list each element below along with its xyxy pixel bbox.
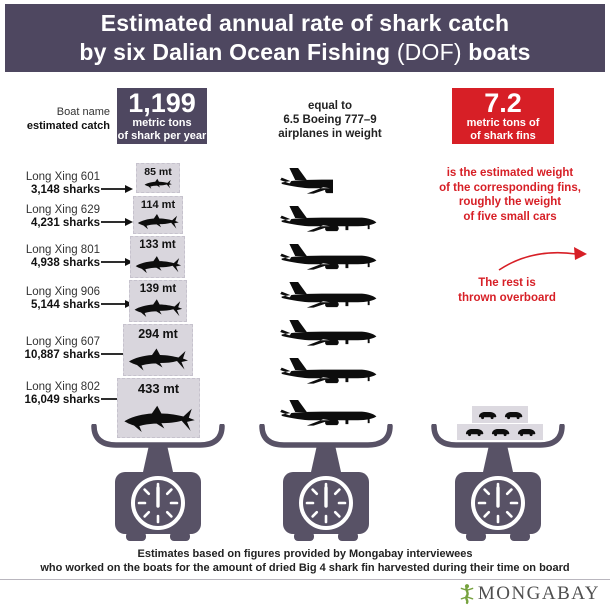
boat-legend-line2: estimated catch <box>26 120 110 132</box>
mongabay-wordmark: MONGABAY <box>477 583 600 604</box>
weight-box: 294 mt <box>123 324 193 376</box>
weight-label: 294 mt <box>138 327 178 341</box>
car-icon <box>477 410 498 420</box>
fin-weight-box: 7.2 metric tons of of shark fins <box>452 88 554 144</box>
shark-icon <box>134 255 182 275</box>
weight-label: 433 mt <box>137 381 180 396</box>
boat-sharks: 5,144 sharks <box>30 299 100 311</box>
weight-box: 139 mt <box>129 280 187 322</box>
scale-icon <box>428 424 568 544</box>
boat-legend: Boat name estimated catch <box>16 105 110 133</box>
boat-legend-line1: Boat name <box>56 106 110 118</box>
boat-row-label: Long Xing 802 16,049 sharks <box>4 381 100 407</box>
weight-label: 85 mt <box>144 166 172 178</box>
gecko-icon <box>460 584 474 605</box>
planes-equivalence-note: equal to 6.5 Boeing 777–9 airplanes in w… <box>278 100 382 140</box>
boat-name: Long Xing 607 <box>25 336 100 348</box>
total-catch-box: 1,199 metric tons of shark per year <box>117 88 207 144</box>
total-catch-unit1: metric tons <box>132 117 192 129</box>
arrow-icon <box>101 183 133 195</box>
boat-sharks: 16,049 sharks <box>24 394 100 406</box>
boat-row-label: Long Xing 906 5,144 sharks <box>4 286 100 312</box>
boat-name: Long Xing 601 <box>25 171 100 183</box>
weight-label: 133 mt <box>139 239 176 251</box>
boat-name: Long Xing 801 <box>25 244 100 256</box>
boat-row-label: Long Xing 801 4,938 sharks <box>4 244 100 270</box>
airplane-icon <box>277 281 383 310</box>
scale-icon <box>256 424 396 544</box>
page-title-line1: Estimated annual rate of shark catch <box>100 10 510 36</box>
mongabay-logo: MONGABAY <box>459 583 600 605</box>
weight-box: 133 mt <box>130 236 185 278</box>
shark-icon <box>139 178 177 190</box>
total-catch-unit2: of shark per year <box>117 130 207 142</box>
boat-name: Long Xing 802 <box>25 381 100 393</box>
weight-box: 433 mt <box>117 378 200 438</box>
boat-sharks: 4,231 sharks <box>30 217 100 229</box>
car-icon <box>503 410 524 420</box>
arrow-icon <box>101 256 133 268</box>
airplane-icon <box>277 319 383 348</box>
shark-icon <box>132 298 184 319</box>
weight-label: 139 mt <box>139 283 177 295</box>
airplane-icon <box>277 357 383 386</box>
fin-weight-value: 7.2 <box>484 88 522 118</box>
boat-name: Long Xing 629 <box>25 204 100 216</box>
scale-icon <box>88 424 228 544</box>
footer-note-line2: who worked on the boats for the amount o… <box>40 562 570 574</box>
fin-note: is the estimated weight of the correspon… <box>439 167 581 223</box>
cars-box-top <box>472 406 528 423</box>
boat-row-label: Long Xing 607 10,887 sharks <box>4 336 100 362</box>
weight-box: 114 mt <box>133 196 183 234</box>
boat-sharks: 10,887 sharks <box>24 349 100 361</box>
page-title-line2: by six Dalian Ocean Fishing (DOF) boats <box>79 39 531 65</box>
total-catch-value: 1,199 <box>128 88 196 118</box>
boat-row-label: Long Xing 629 4,231 sharks <box>4 204 100 230</box>
fin-weight-unit1: metric tons of <box>466 117 540 129</box>
weight-label: 114 mt <box>140 199 176 211</box>
footer-divider <box>0 579 610 580</box>
cars-box-bottom <box>457 424 543 440</box>
boat-sharks: 3,148 sharks <box>30 184 100 196</box>
airplane-icon <box>277 205 383 234</box>
half-airplane-icon <box>277 167 333 196</box>
shark-icon <box>136 213 180 231</box>
boat-sharks: 4,938 sharks <box>30 257 100 269</box>
shark-icon <box>127 347 189 373</box>
header-banner: Estimated annual rate of shark catch by … <box>5 4 605 72</box>
arrow-icon <box>101 216 133 228</box>
boat-row-label: Long Xing 601 3,148 sharks <box>4 171 100 197</box>
curved-arrow-icon <box>498 247 587 271</box>
airplane-icon <box>277 243 383 272</box>
boat-name: Long Xing 906 <box>25 286 100 298</box>
overboard-note: The rest is thrown overboard <box>458 277 556 304</box>
weight-box: 85 mt <box>136 163 180 193</box>
footer-note-line1: Estimates based on figures provided by M… <box>137 548 473 560</box>
fin-weight-unit2: of shark fins <box>470 130 536 142</box>
